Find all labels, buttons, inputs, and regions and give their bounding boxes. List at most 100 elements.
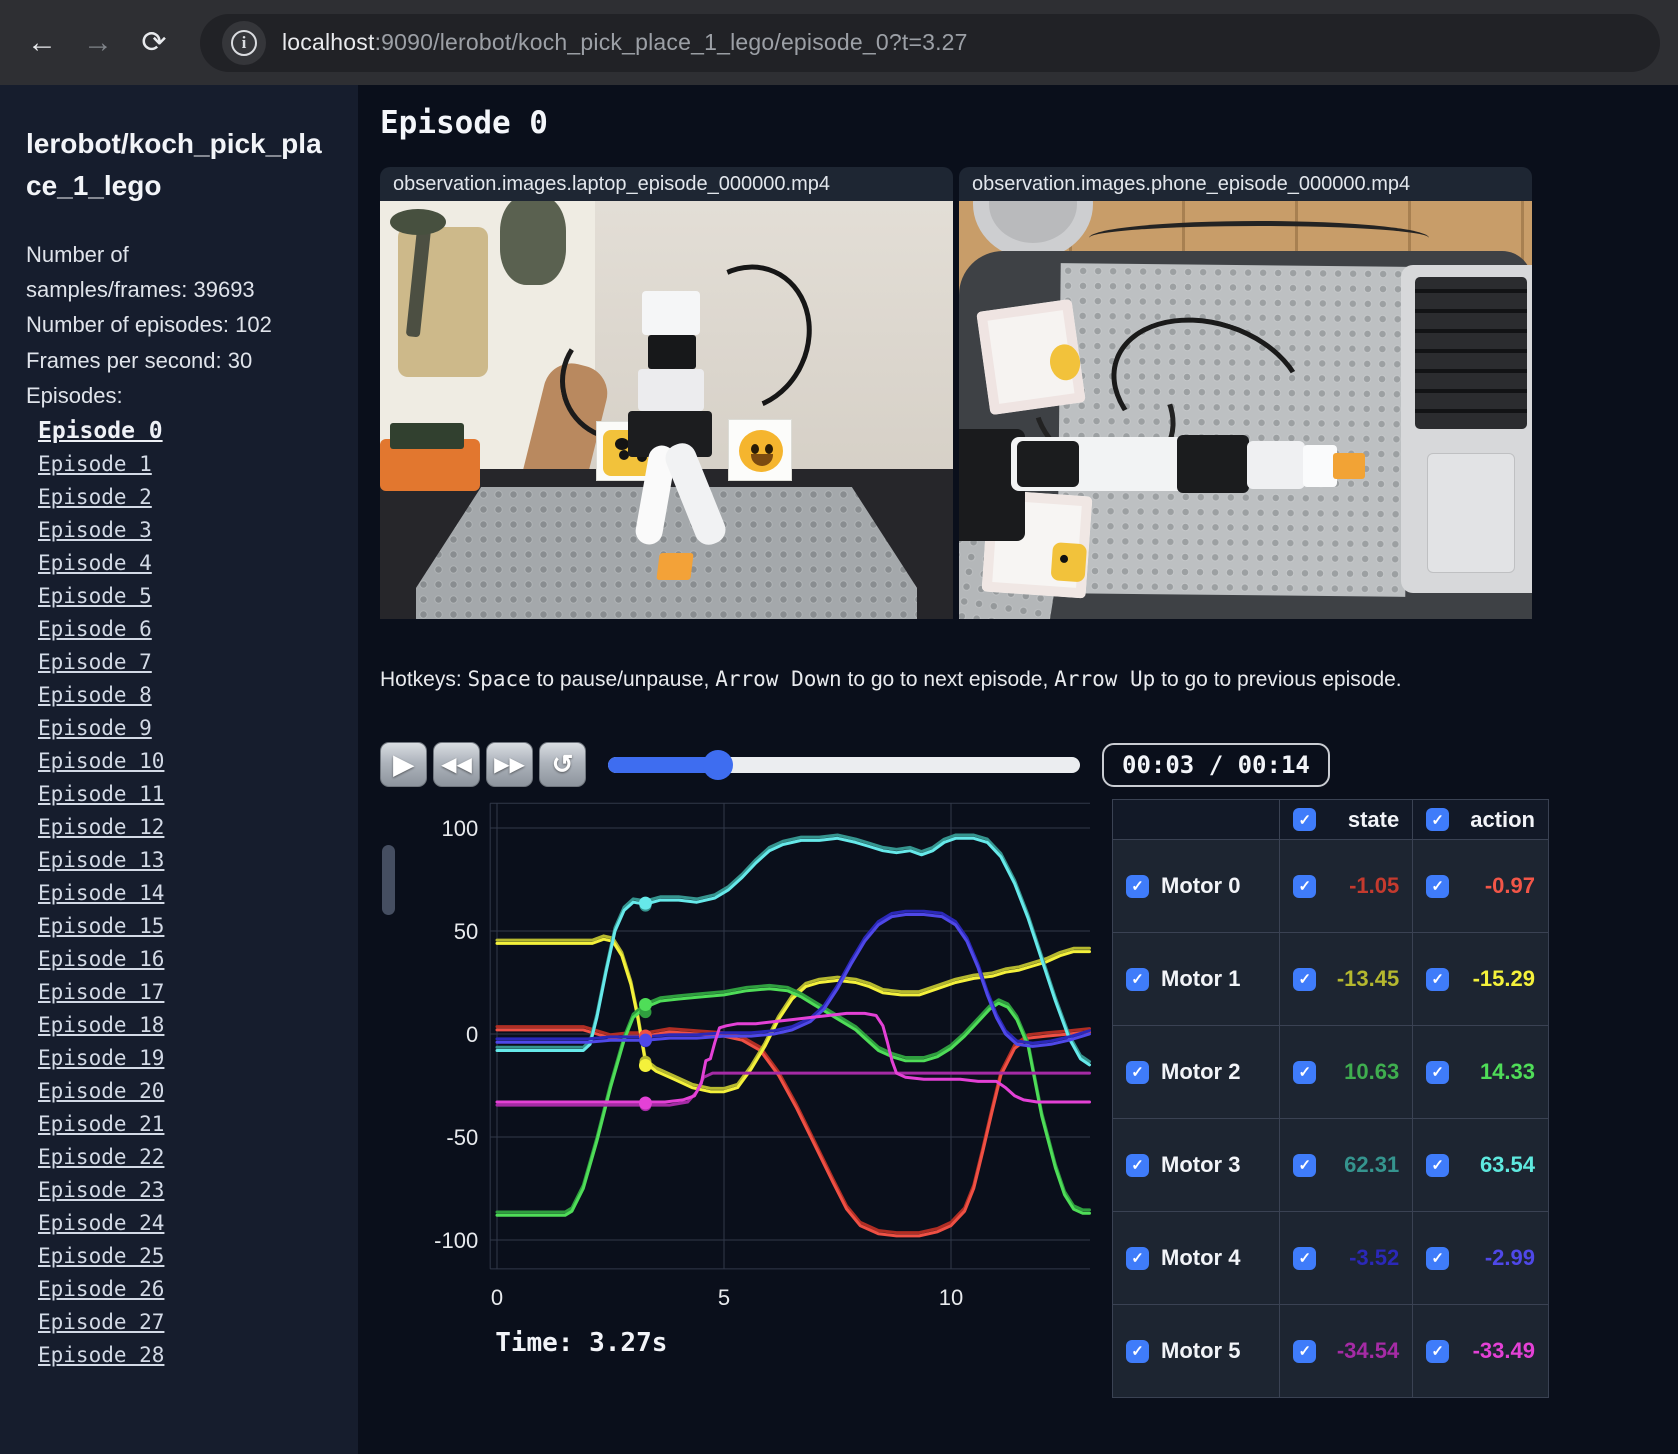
- checkbox[interactable]: ✓: [1426, 1246, 1450, 1270]
- robot-arm-link: [1247, 441, 1305, 489]
- motor-name: Motor 0: [1161, 873, 1241, 898]
- episode-link[interactable]: Episode 11: [38, 781, 165, 806]
- table-row: ✓ Motor 3 ✓ 62.31 ✓ 63.54: [1111, 1118, 1549, 1212]
- arrow-up-key-label: Arrow Up: [1054, 667, 1156, 691]
- episode-link[interactable]: Episode 4: [38, 550, 152, 575]
- episode-link[interactable]: Episode 23: [38, 1177, 165, 1202]
- episode-link[interactable]: Episode 22: [38, 1144, 165, 1169]
- forward-icon[interactable]: →: [74, 19, 122, 67]
- checkbox[interactable]: ✓: [1293, 1153, 1317, 1177]
- phone-video[interactable]: observation.images.phone_episode_000000.…: [959, 167, 1532, 619]
- robot-joint: [1017, 441, 1079, 487]
- episode-link[interactable]: Episode 1: [38, 451, 152, 476]
- svg-text:50: 50: [454, 919, 478, 944]
- site-info-icon[interactable]: i: [222, 20, 266, 65]
- checkbox[interactable]: ✓: [1293, 808, 1317, 831]
- robot-joint: [1177, 435, 1249, 493]
- phone-video-frame: [959, 201, 1532, 619]
- stat-line: Number of episodes: 102: [26, 312, 272, 338]
- episode-link[interactable]: Episode 17: [38, 979, 165, 1004]
- motor-chart[interactable]: 100 50 0 -50 -100 0 5 10 Time: 3.27s: [380, 791, 1092, 1398]
- checkbox[interactable]: ✓: [1293, 967, 1317, 991]
- reload-icon[interactable]: ⟳: [130, 19, 178, 67]
- episode-link[interactable]: Episode 24: [38, 1210, 165, 1235]
- checkbox[interactable]: ✓: [1126, 1153, 1149, 1177]
- checkbox[interactable]: ✓: [1426, 967, 1450, 991]
- episode-link[interactable]: Episode 18: [38, 1012, 165, 1037]
- episode-link[interactable]: Episode 20: [38, 1078, 165, 1103]
- main-content: Episode 0 observation.images.laptop_epis…: [358, 85, 1678, 1454]
- checkbox[interactable]: ✓: [1426, 1339, 1450, 1363]
- episode-link[interactable]: Episode 0: [38, 417, 163, 444]
- episode-link[interactable]: Episode 26: [38, 1276, 165, 1301]
- episode-link[interactable]: Episode 19: [38, 1045, 165, 1070]
- episode-link[interactable]: Episode 12: [38, 814, 165, 839]
- motor-state-value: -13.45: [1336, 966, 1400, 991]
- episode-link[interactable]: Episode 7: [38, 649, 152, 674]
- motor-state-value: -1.05: [1349, 873, 1400, 898]
- checkbox[interactable]: ✓: [1126, 874, 1149, 898]
- checkbox[interactable]: ✓: [1293, 1060, 1317, 1084]
- scrollbar-thumb[interactable]: [382, 845, 395, 915]
- episode-list: Episode 0 Episode 1 Episode 2 Episode 3 Epis…: [26, 415, 358, 1372]
- card-box: [976, 298, 1086, 416]
- table-row: ✓ Motor 4 ✓ -3.52 ✓ -2.99: [1111, 1211, 1549, 1305]
- episode-link[interactable]: Episode 3: [38, 517, 152, 542]
- fast-forward-button[interactable]: ▶▶: [486, 742, 533, 787]
- checkbox[interactable]: ✓: [1126, 967, 1149, 991]
- checkbox[interactable]: ✓: [1293, 1246, 1317, 1270]
- address-bar[interactable]: i localhost:9090/lerobot/koch_pick_place…: [200, 13, 1660, 72]
- robot-motor: [648, 335, 696, 369]
- motor-state-value: 62.31: [1344, 1152, 1400, 1177]
- checkbox[interactable]: ✓: [1126, 1339, 1149, 1363]
- episode-link[interactable]: Episode 14: [38, 880, 165, 905]
- space-key-label: Space: [467, 667, 531, 691]
- arrow-down-key-label: Arrow Down: [715, 667, 842, 691]
- svg-text:100: 100: [441, 816, 478, 841]
- lego-brick: [656, 553, 694, 580]
- back-icon[interactable]: ←: [18, 19, 66, 67]
- episode-link[interactable]: Episode 28: [38, 1342, 165, 1367]
- checkbox[interactable]: ✓: [1126, 1060, 1149, 1084]
- chart-canvas[interactable]: 100 50 0 -50 -100 0 5 10 Time: 3.27s: [380, 791, 1092, 1366]
- dataset-title: lerobot/koch_pick_place_1_lego: [26, 128, 322, 201]
- episode-link[interactable]: Episode 8: [38, 682, 152, 707]
- loop-icon: ↺: [551, 749, 574, 779]
- episode-link[interactable]: Episode 25: [38, 1243, 165, 1268]
- checkbox[interactable]: ✓: [1426, 1153, 1450, 1177]
- timeline-slider[interactable]: [608, 749, 1080, 780]
- episode-link[interactable]: Episode 2: [38, 484, 152, 509]
- checkbox[interactable]: ✓: [1426, 874, 1450, 898]
- checkbox[interactable]: ✓: [1126, 1246, 1149, 1270]
- motor-state-value: -3.52: [1349, 1245, 1400, 1270]
- episode-link[interactable]: Episode 21: [38, 1111, 165, 1136]
- robot-head: [642, 291, 700, 335]
- dataset-stats: Number of samples/frames: 39693 Number of …: [26, 237, 358, 413]
- episode-link[interactable]: Episode 16: [38, 946, 165, 971]
- episode-link[interactable]: Episode 10: [38, 748, 165, 773]
- checkbox[interactable]: ✓: [1426, 808, 1450, 831]
- table-row: ✓ Motor 5 ✓ -34.54 ✓ -33.49: [1111, 1304, 1549, 1398]
- timeline-thumb[interactable]: [703, 749, 734, 780]
- table-row: ✓ Motor 0 ✓ -1.05 ✓ -0.97: [1111, 839, 1549, 933]
- rewind-button[interactable]: ◀◀: [433, 742, 480, 787]
- checkbox[interactable]: ✓: [1293, 1339, 1317, 1363]
- episode-link[interactable]: Episode 5: [38, 583, 152, 608]
- episode-link[interactable]: Episode 13: [38, 847, 165, 872]
- play-button[interactable]: ▶: [380, 742, 427, 787]
- motor-action-value: -33.49: [1472, 1338, 1535, 1363]
- svg-text:10: 10: [939, 1285, 963, 1310]
- time-display: 00:03 / 00:14: [1102, 742, 1330, 787]
- episode-link[interactable]: Episode 6: [38, 616, 152, 641]
- loop-button[interactable]: ↺: [539, 742, 586, 787]
- episode-link[interactable]: Episode 27: [38, 1309, 165, 1334]
- episode-link[interactable]: Episode 9: [38, 715, 152, 740]
- svg-text:5: 5: [718, 1285, 730, 1310]
- laptop-video[interactable]: observation.images.laptop_episode_000000…: [380, 167, 953, 619]
- checkbox[interactable]: ✓: [1293, 874, 1317, 898]
- stat-line: samples/frames: 39693: [26, 277, 255, 303]
- play-icon: ▶: [393, 749, 414, 779]
- episode-link[interactable]: Episode 15: [38, 913, 165, 938]
- checkbox[interactable]: ✓: [1426, 1060, 1450, 1084]
- motor-action-value: -2.99: [1484, 1245, 1535, 1270]
